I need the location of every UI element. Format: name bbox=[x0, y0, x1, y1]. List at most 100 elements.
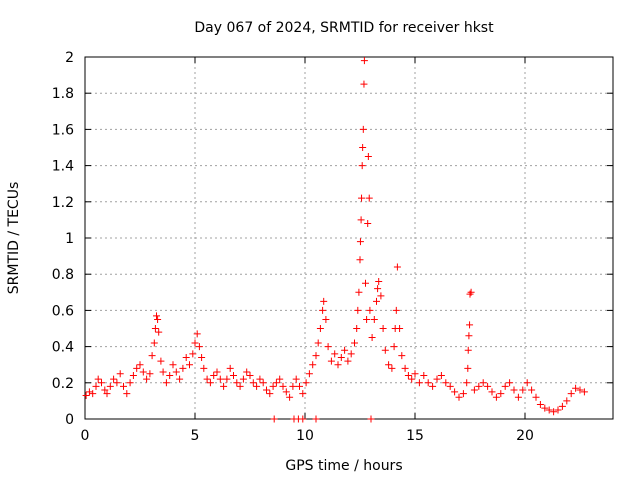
data-point bbox=[82, 391, 90, 399]
data-point bbox=[510, 386, 518, 394]
data-point bbox=[302, 379, 310, 387]
y-tick-label: 1.4 bbox=[52, 159, 74, 175]
data-point bbox=[411, 370, 419, 378]
data-point bbox=[373, 297, 380, 305]
data-point bbox=[203, 375, 211, 383]
data-point bbox=[123, 390, 131, 398]
data-point bbox=[126, 379, 134, 387]
data-point bbox=[85, 388, 93, 396]
data-point bbox=[393, 263, 401, 271]
data-point bbox=[532, 393, 540, 401]
grid bbox=[85, 57, 613, 419]
data-point bbox=[424, 379, 432, 387]
data-point bbox=[353, 325, 361, 332]
data-point bbox=[98, 379, 105, 387]
data-point bbox=[198, 353, 206, 361]
data-point bbox=[322, 315, 330, 323]
data-point bbox=[289, 382, 297, 390]
chart-title: Day 067 of 2024, SRMTID for receiver hks… bbox=[194, 20, 494, 36]
data-point bbox=[236, 382, 244, 390]
data-point bbox=[282, 388, 290, 396]
data-point bbox=[146, 370, 154, 378]
x-tick-label: 10 bbox=[296, 428, 314, 444]
data-point bbox=[136, 361, 144, 369]
data-point bbox=[266, 390, 274, 398]
y-tick-label: 0.2 bbox=[52, 376, 74, 392]
data-point bbox=[465, 332, 473, 340]
data-point bbox=[446, 382, 454, 390]
data-point bbox=[368, 334, 376, 342]
data-point bbox=[488, 388, 496, 396]
data-point bbox=[475, 382, 483, 390]
data-point bbox=[501, 382, 509, 390]
data-point bbox=[375, 277, 383, 285]
data-point bbox=[162, 379, 170, 387]
y-tick-label: 1 bbox=[65, 231, 74, 247]
data-point bbox=[377, 292, 385, 300]
data-point bbox=[200, 364, 208, 372]
data-point bbox=[116, 370, 124, 378]
data-point bbox=[292, 375, 300, 383]
data-point bbox=[433, 375, 441, 383]
data-point bbox=[143, 375, 151, 383]
data-point bbox=[358, 194, 366, 202]
data-point bbox=[239, 375, 247, 383]
data-point bbox=[155, 328, 163, 336]
x-tick-label: 15 bbox=[406, 428, 424, 444]
data-point bbox=[148, 352, 156, 360]
data-point bbox=[256, 375, 264, 383]
data-point bbox=[479, 379, 487, 387]
data-point bbox=[463, 379, 471, 387]
data-point bbox=[398, 352, 406, 360]
data-point bbox=[230, 372, 237, 380]
data-point bbox=[103, 390, 111, 398]
data-point bbox=[404, 372, 412, 380]
data-point bbox=[567, 390, 575, 398]
data-point bbox=[133, 364, 141, 372]
y-tick-label: 0.6 bbox=[52, 303, 74, 319]
x-tick-label: 5 bbox=[191, 428, 200, 444]
data-point bbox=[385, 361, 393, 369]
data-point bbox=[299, 390, 307, 398]
y-tick-label: 1.8 bbox=[52, 86, 74, 102]
data-point bbox=[341, 346, 349, 354]
x-tick-label: 20 bbox=[516, 428, 534, 444]
data-point bbox=[420, 372, 428, 380]
x-axis-label: GPS time / hours bbox=[285, 458, 402, 474]
y-tick-label: 1.2 bbox=[52, 195, 74, 211]
x-tick-label: 0 bbox=[81, 428, 90, 444]
data-point bbox=[89, 390, 97, 398]
data-point bbox=[354, 306, 362, 314]
data-point bbox=[150, 339, 158, 347]
data-point bbox=[528, 386, 536, 394]
y-axis-label: SRMTID / TECUs bbox=[6, 182, 22, 295]
data-point bbox=[367, 415, 375, 423]
data-point bbox=[366, 306, 374, 314]
data-point bbox=[320, 297, 328, 305]
data-point bbox=[305, 370, 313, 378]
data-point bbox=[364, 220, 372, 228]
data-point bbox=[429, 382, 437, 390]
data-point bbox=[309, 361, 317, 369]
data-point bbox=[226, 364, 234, 372]
data-point bbox=[110, 375, 118, 383]
y-tick-label: 2 bbox=[65, 50, 74, 66]
data-point bbox=[276, 375, 284, 383]
data-point bbox=[437, 372, 445, 380]
data-point bbox=[351, 339, 358, 347]
data-point bbox=[169, 361, 177, 369]
data-point bbox=[216, 375, 224, 383]
data-point bbox=[213, 368, 221, 376]
data-point bbox=[327, 357, 335, 365]
data-point bbox=[319, 306, 327, 314]
data-point bbox=[580, 388, 588, 396]
data-point bbox=[186, 361, 193, 369]
data-point bbox=[464, 364, 472, 372]
data-point bbox=[263, 386, 270, 394]
data-point bbox=[314, 339, 322, 347]
data-point bbox=[296, 382, 303, 390]
data-point bbox=[172, 368, 180, 376]
data-point bbox=[193, 330, 201, 338]
data-point bbox=[176, 375, 184, 383]
data-point bbox=[316, 325, 324, 332]
